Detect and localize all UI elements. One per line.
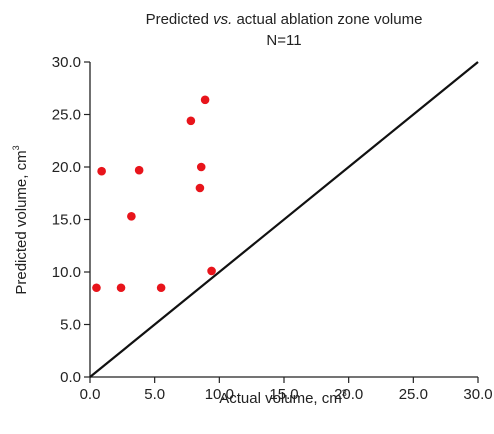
x-tick-label: 25.0 bbox=[399, 386, 428, 403]
x-tick-label: 15.0 bbox=[269, 386, 298, 403]
y-tick-label: 5.0 bbox=[60, 317, 81, 334]
chart-subtitle: N=11 bbox=[266, 32, 301, 49]
data-point bbox=[207, 266, 216, 276]
chart-title-prefix: Predicted bbox=[146, 11, 214, 28]
x-tick-label: 30.0 bbox=[463, 386, 492, 403]
x-axis-label-text: Actual volume, cm bbox=[219, 390, 342, 407]
data-point bbox=[186, 116, 196, 126]
x-tick-label: 5.0 bbox=[144, 386, 165, 403]
y-axis-label: Predicted volume, cm3 bbox=[11, 145, 30, 294]
x-tick-label: 20.0 bbox=[334, 386, 363, 403]
data-points bbox=[92, 95, 216, 293]
reference-line-group bbox=[89, 61, 479, 378]
data-point bbox=[92, 283, 101, 293]
y-axis-ticks: 0.0 5.0 10.0 15.0 20.0 25.0 30.0 bbox=[52, 54, 90, 386]
data-point bbox=[97, 166, 106, 176]
y-tick-label: 0.0 bbox=[60, 369, 81, 386]
y-axis-label-sup: 3 bbox=[11, 145, 21, 150]
y-tick-label: 30.0 bbox=[52, 54, 81, 71]
chart-title-italic: vs. bbox=[213, 11, 232, 28]
data-point bbox=[196, 162, 206, 172]
data-point bbox=[134, 165, 144, 175]
chart-title: Predicted vs. actual ablation zone volum… bbox=[146, 11, 423, 28]
x-tick-label: 10.0 bbox=[205, 386, 234, 403]
y-tick-label: 20.0 bbox=[52, 159, 81, 176]
x-axis-ticks: 0.0 5.0 10.0 15.0 20.0 25.0 30.0 bbox=[80, 377, 493, 403]
data-point bbox=[116, 283, 126, 293]
identity-line bbox=[89, 61, 479, 378]
data-point bbox=[195, 183, 205, 193]
data-point bbox=[200, 95, 210, 105]
data-point bbox=[127, 212, 136, 221]
data-point bbox=[156, 283, 166, 293]
chart-title-suffix: actual ablation zone volume bbox=[232, 11, 422, 28]
y-axis-label-text: Predicted volume, cm bbox=[13, 150, 30, 294]
x-axis-label-sup: 3 bbox=[342, 388, 347, 398]
x-axis-label: Actual volume, cm3 bbox=[219, 388, 347, 407]
y-tick-label: 15.0 bbox=[52, 212, 81, 229]
y-tick-label: 25.0 bbox=[52, 107, 81, 124]
x-tick-label: 0.0 bbox=[80, 386, 101, 403]
y-tick-label: 10.0 bbox=[52, 264, 81, 281]
